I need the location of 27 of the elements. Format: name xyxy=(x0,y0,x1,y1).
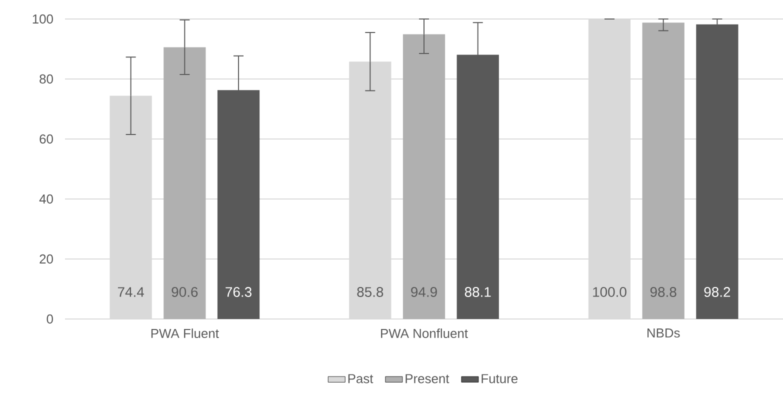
y-tick-label: 0 xyxy=(46,314,53,324)
data-label: 90.6 xyxy=(172,287,198,297)
legend-label: Present xyxy=(406,374,450,384)
bar xyxy=(696,24,738,319)
y-tick-label: 60 xyxy=(40,134,53,144)
data-label: 74.4 xyxy=(118,287,144,297)
x-tick-label: PWA Fluent xyxy=(151,328,219,338)
data-label: 88.1 xyxy=(464,287,491,297)
y-tick-label: 40 xyxy=(39,194,53,204)
y-tick-label: 20 xyxy=(40,254,53,264)
bar xyxy=(217,90,260,319)
legend-label: Past xyxy=(348,374,374,384)
data-label: 98.2 xyxy=(704,287,730,297)
bar xyxy=(456,54,499,319)
data-label: 100.0 xyxy=(593,287,626,297)
legend-label: Future xyxy=(482,374,518,384)
bar xyxy=(642,22,684,319)
y-tick-label: 100 xyxy=(32,14,53,24)
x-tick-label: PWA Nonfluent xyxy=(381,328,468,338)
bar xyxy=(164,47,206,319)
data-label: 98.8 xyxy=(650,287,676,297)
data-label: 76.3 xyxy=(226,287,252,297)
x-tick-label: NBDs xyxy=(647,328,680,338)
y-tick-label: 80 xyxy=(40,74,53,84)
data-label: 94.9 xyxy=(411,287,437,297)
bar xyxy=(402,34,446,319)
data-label: 85.8 xyxy=(357,287,384,297)
